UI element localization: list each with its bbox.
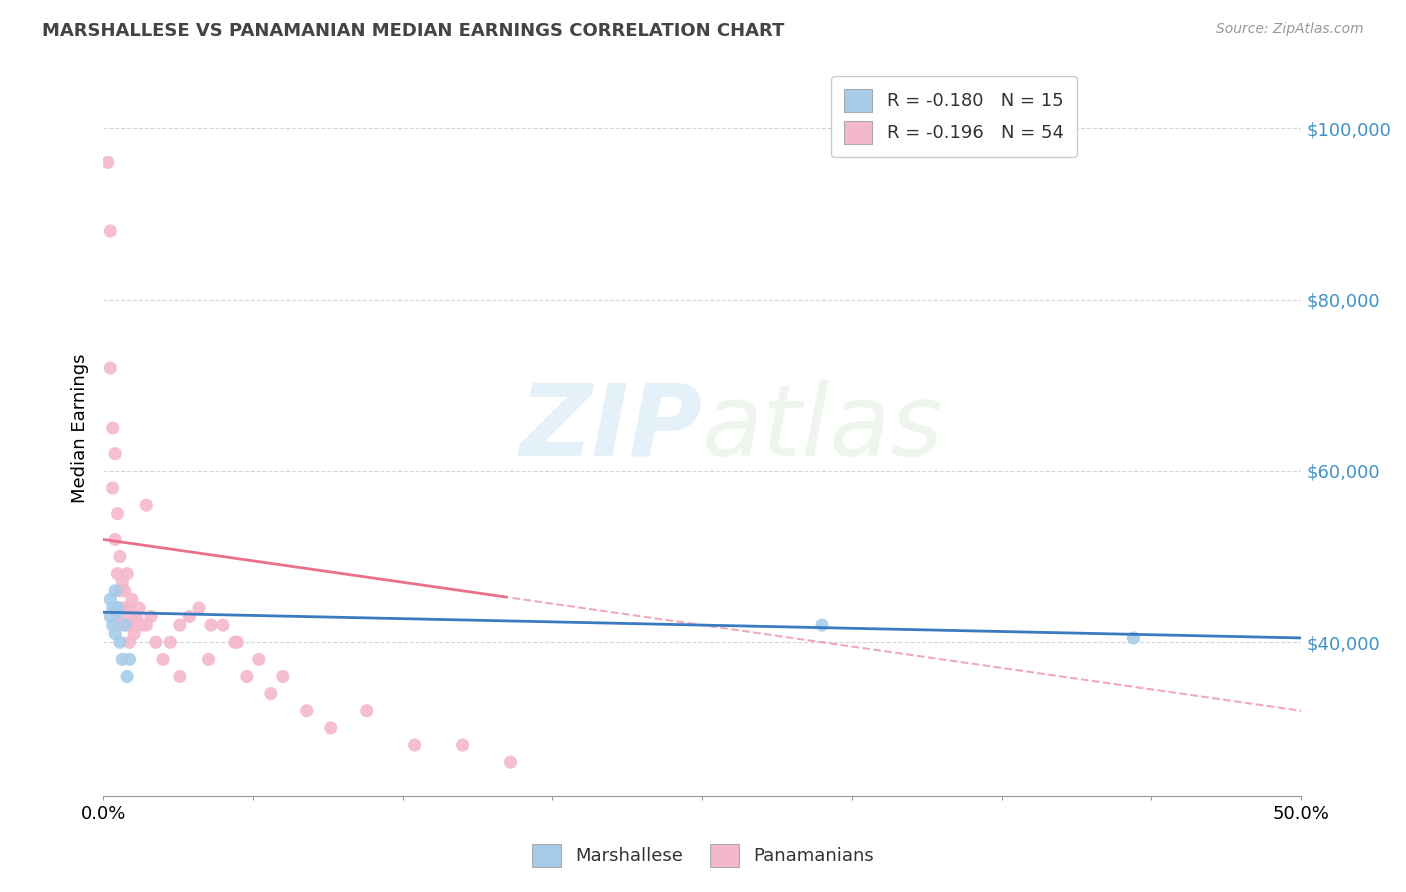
Point [108,601,131,615]
Point [104,583,127,598]
Point [125,609,148,624]
Point [97,155,120,169]
Point [319,721,342,735]
Point [121,618,143,632]
Point [152,652,174,666]
Point [135,618,157,632]
Point [101,421,124,435]
Point [111,575,134,590]
Point [108,549,131,564]
Point [104,626,127,640]
Point [104,533,127,547]
Point [111,652,134,666]
Point [98,609,121,624]
Point [1122,631,1144,645]
Text: ZIP: ZIP [519,379,702,476]
Point [107,566,129,581]
Text: MARSHALLESE VS PANAMANIAN MEDIAN EARNINGS CORRELATION CHART: MARSHALLESE VS PANAMANIAN MEDIAN EARNING… [42,22,785,40]
Point [104,447,127,461]
Point [107,601,129,615]
Legend: Marshallese, Panamanians: Marshallese, Panamanians [524,837,882,874]
Point [98,224,121,238]
Point [247,652,270,666]
Point [811,618,834,632]
Point [108,618,131,632]
Point [179,609,201,624]
Point [98,592,121,607]
Point [124,609,146,624]
Point [197,652,219,666]
Point [226,635,249,649]
Point [159,635,181,649]
Point [115,566,138,581]
Point [295,704,318,718]
Point [107,605,129,619]
Point [499,755,522,769]
Point [124,626,146,640]
Point [118,601,141,615]
Point [212,618,235,632]
Point [131,618,153,632]
Point [118,635,141,649]
Legend: R = -0.180   N = 15, R = -0.196   N = 54: R = -0.180 N = 15, R = -0.196 N = 54 [831,76,1077,157]
Point [188,601,211,615]
Point [101,481,124,495]
Point [224,635,246,649]
Point [200,618,222,632]
Text: atlas: atlas [702,379,943,476]
Point [169,618,191,632]
Point [114,618,136,632]
Point [139,609,162,624]
Point [135,498,157,512]
Point [121,592,143,607]
Point [107,507,129,521]
Point [115,669,138,683]
Point [114,583,136,598]
Point [260,687,283,701]
Point [101,618,124,632]
Point [108,635,131,649]
Text: Source: ZipAtlas.com: Source: ZipAtlas.com [1216,22,1364,37]
Y-axis label: Median Earnings: Median Earnings [72,353,89,503]
Point [451,738,474,752]
Point [271,669,294,683]
Point [118,652,141,666]
Point [111,609,134,624]
Point [145,635,167,649]
Point [404,738,426,752]
Point [101,601,124,615]
Point [236,669,259,683]
Point [169,669,191,683]
Point [115,618,138,632]
Point [107,601,129,615]
Point [356,704,378,718]
Point [114,601,136,615]
Point [98,361,121,376]
Point [108,583,131,598]
Point [128,601,150,615]
